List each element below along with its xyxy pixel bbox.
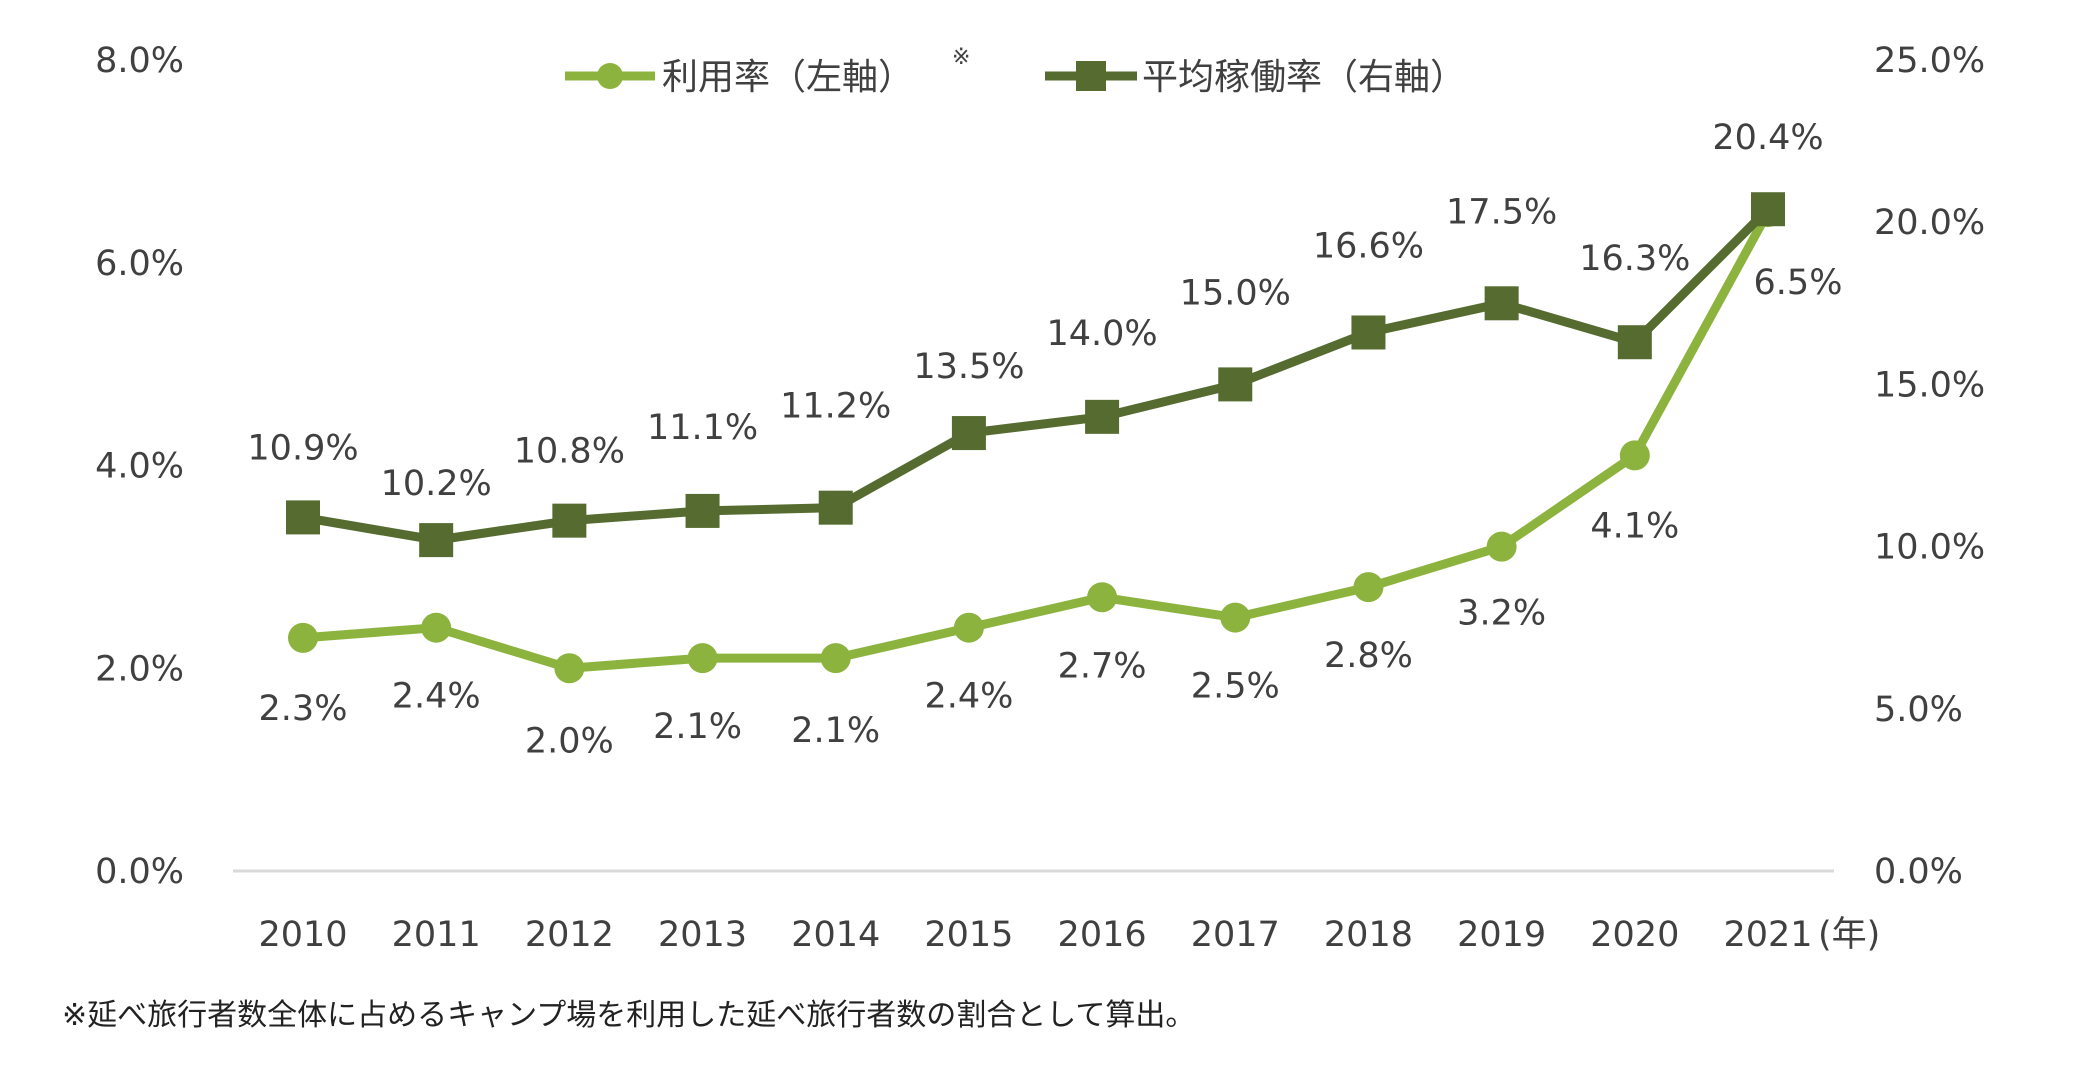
left-axis-tick-label: 8.0% <box>95 41 184 81</box>
data-label: 17.5% <box>1446 192 1557 232</box>
right-axis-tick-label: 10.0% <box>1874 528 1985 568</box>
data-label: 13.5% <box>913 347 1024 387</box>
x-axis-tick-label: 2010 <box>258 915 347 955</box>
data-point <box>818 490 853 525</box>
data-label: 2.4% <box>392 677 481 717</box>
data-label: 15.0% <box>1180 273 1291 313</box>
data-point <box>687 643 718 674</box>
legend-marker-square <box>1076 61 1106 91</box>
left-axis-tick-label: 6.0% <box>95 244 184 284</box>
data-point <box>286 500 320 535</box>
data-label: 3.2% <box>1457 594 1546 634</box>
data-point <box>1351 315 1386 350</box>
data-label: 16.6% <box>1313 226 1424 266</box>
data-point <box>1353 572 1384 603</box>
data-label: 10.9% <box>247 428 358 468</box>
data-point <box>1087 582 1118 613</box>
left-axis-tick-label: 4.0% <box>95 447 184 487</box>
data-point <box>419 523 454 558</box>
data-label: 2.1% <box>653 707 742 747</box>
data-point <box>685 493 720 528</box>
data-point <box>1619 440 1650 471</box>
data-point <box>421 612 452 643</box>
data-point <box>820 643 851 674</box>
data-point <box>953 612 984 643</box>
x-axis-unit-label: (年) <box>1818 915 1880 955</box>
data-label: 2.8% <box>1324 636 1413 676</box>
legend-label-0: 利用率（左軸） <box>662 57 914 98</box>
data-point <box>1617 325 1652 360</box>
data-label: 2.3% <box>259 689 348 729</box>
legend-label-1: 平均稼働率（右軸） <box>1142 57 1466 98</box>
data-label: 10.2% <box>381 464 492 504</box>
data-point <box>554 653 585 684</box>
right-axis-tick-label: 5.0% <box>1874 690 1963 730</box>
x-axis-tick-label: 2017 <box>1191 915 1280 955</box>
data-label: 10.8% <box>514 432 625 472</box>
left-axis-tick-label: 0.0% <box>95 852 184 892</box>
data-point <box>1486 531 1517 562</box>
x-axis-tick-label: 2021 <box>1723 915 1812 955</box>
x-axis-tick-label: 2016 <box>1058 915 1147 955</box>
series-line-1 <box>302 206 1772 545</box>
data-label: 2.5% <box>1191 667 1280 707</box>
x-axis-tick-label: 2020 <box>1590 915 1679 955</box>
data-label: 4.1% <box>1590 506 1679 546</box>
right-axis-tick-label: 15.0% <box>1874 365 1985 405</box>
series-line-0 <box>302 209 1772 673</box>
footnote: ※延べ旅行者数全体に占めるキャンプ場を利用した延べ旅行者数の割合として算出。 <box>62 998 1196 1033</box>
data-label: 14.0% <box>1046 314 1157 354</box>
data-point <box>552 503 587 538</box>
data-label: 2.1% <box>791 711 880 751</box>
x-axis-tick-label: 2018 <box>1324 915 1413 955</box>
data-label: 11.1% <box>647 408 758 448</box>
data-label: 20.4% <box>1712 118 1823 158</box>
x-axis-tick-label: 2013 <box>658 915 747 955</box>
data-point <box>951 416 986 451</box>
right-axis-tick-label: 20.0% <box>1874 203 1985 243</box>
x-axis-tick-label: 2014 <box>791 915 880 955</box>
data-label: 11.2% <box>780 387 891 427</box>
x-axis-tick-label: 2019 <box>1457 915 1546 955</box>
data-point <box>1484 286 1519 321</box>
data-label: 16.3% <box>1579 239 1690 279</box>
data-point <box>1220 602 1251 633</box>
data-label: 2.4% <box>924 677 1013 717</box>
data-label: 2.7% <box>1058 646 1147 686</box>
right-axis-tick-label: 0.0% <box>1874 852 1963 892</box>
left-axis-tick-label: 2.0% <box>95 649 184 689</box>
right-axis-tick-label: 25.0% <box>1874 41 1985 81</box>
data-label: 2.0% <box>525 721 614 761</box>
x-axis-tick-label: 2012 <box>525 915 614 955</box>
data-point <box>1751 192 1785 227</box>
x-axis-tick-label: 2011 <box>392 915 481 955</box>
data-point <box>288 622 318 653</box>
x-axis-tick-label: 2015 <box>924 915 1013 955</box>
data-label: 6.5% <box>1754 263 1843 303</box>
data-point <box>1218 367 1253 402</box>
legend-marker-circle <box>597 63 623 89</box>
data-point <box>1085 399 1120 434</box>
legend-note-mark: ※ <box>952 45 970 70</box>
